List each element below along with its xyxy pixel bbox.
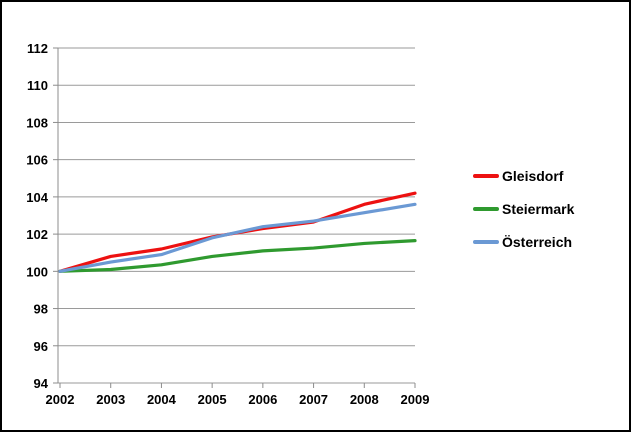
y-tick-label: 94 [34, 376, 49, 391]
y-tick-label: 102 [26, 227, 48, 242]
series-line-steiermark [58, 239, 417, 273]
legend-label-steiermark: Steiermark [502, 201, 575, 217]
legend-item-steiermark: Steiermark [473, 199, 574, 219]
x-tick-label: 2005 [198, 392, 227, 407]
x-tick-label: 2002 [46, 392, 75, 407]
y-tick-label: 96 [34, 339, 48, 354]
y-tick-label: 108 [26, 115, 48, 130]
y-tick-label: 106 [26, 153, 48, 168]
x-tick-label: 2006 [248, 392, 277, 407]
y-tick-label: 98 [34, 302, 48, 317]
x-tick-label: 2009 [401, 392, 430, 407]
y-tick-label: 100 [26, 264, 48, 279]
legend-label-gleisdorf: Gleisdorf [502, 168, 564, 184]
legend-line-swatch-blue [473, 240, 499, 244]
x-tick-label: 2007 [299, 392, 328, 407]
legend-item-oesterreich: Österreich [473, 232, 574, 252]
x-tick-label: 2004 [147, 392, 177, 407]
chart-legend: Gleisdorf Steiermark Österreich [473, 166, 574, 265]
legend-line-swatch-green [473, 207, 499, 211]
y-tick-label: 112 [27, 41, 48, 56]
series-line-sterreich [58, 202, 417, 273]
y-tick-label: 110 [27, 78, 48, 93]
legend-line-swatch-red [473, 174, 499, 178]
x-tick-label: 2008 [350, 392, 379, 407]
legend-label-oesterreich: Österreich [502, 234, 573, 250]
legend-item-gleisdorf: Gleisdorf [473, 166, 574, 186]
y-tick-label: 104 [26, 190, 48, 205]
x-tick-label: 2003 [96, 392, 125, 407]
